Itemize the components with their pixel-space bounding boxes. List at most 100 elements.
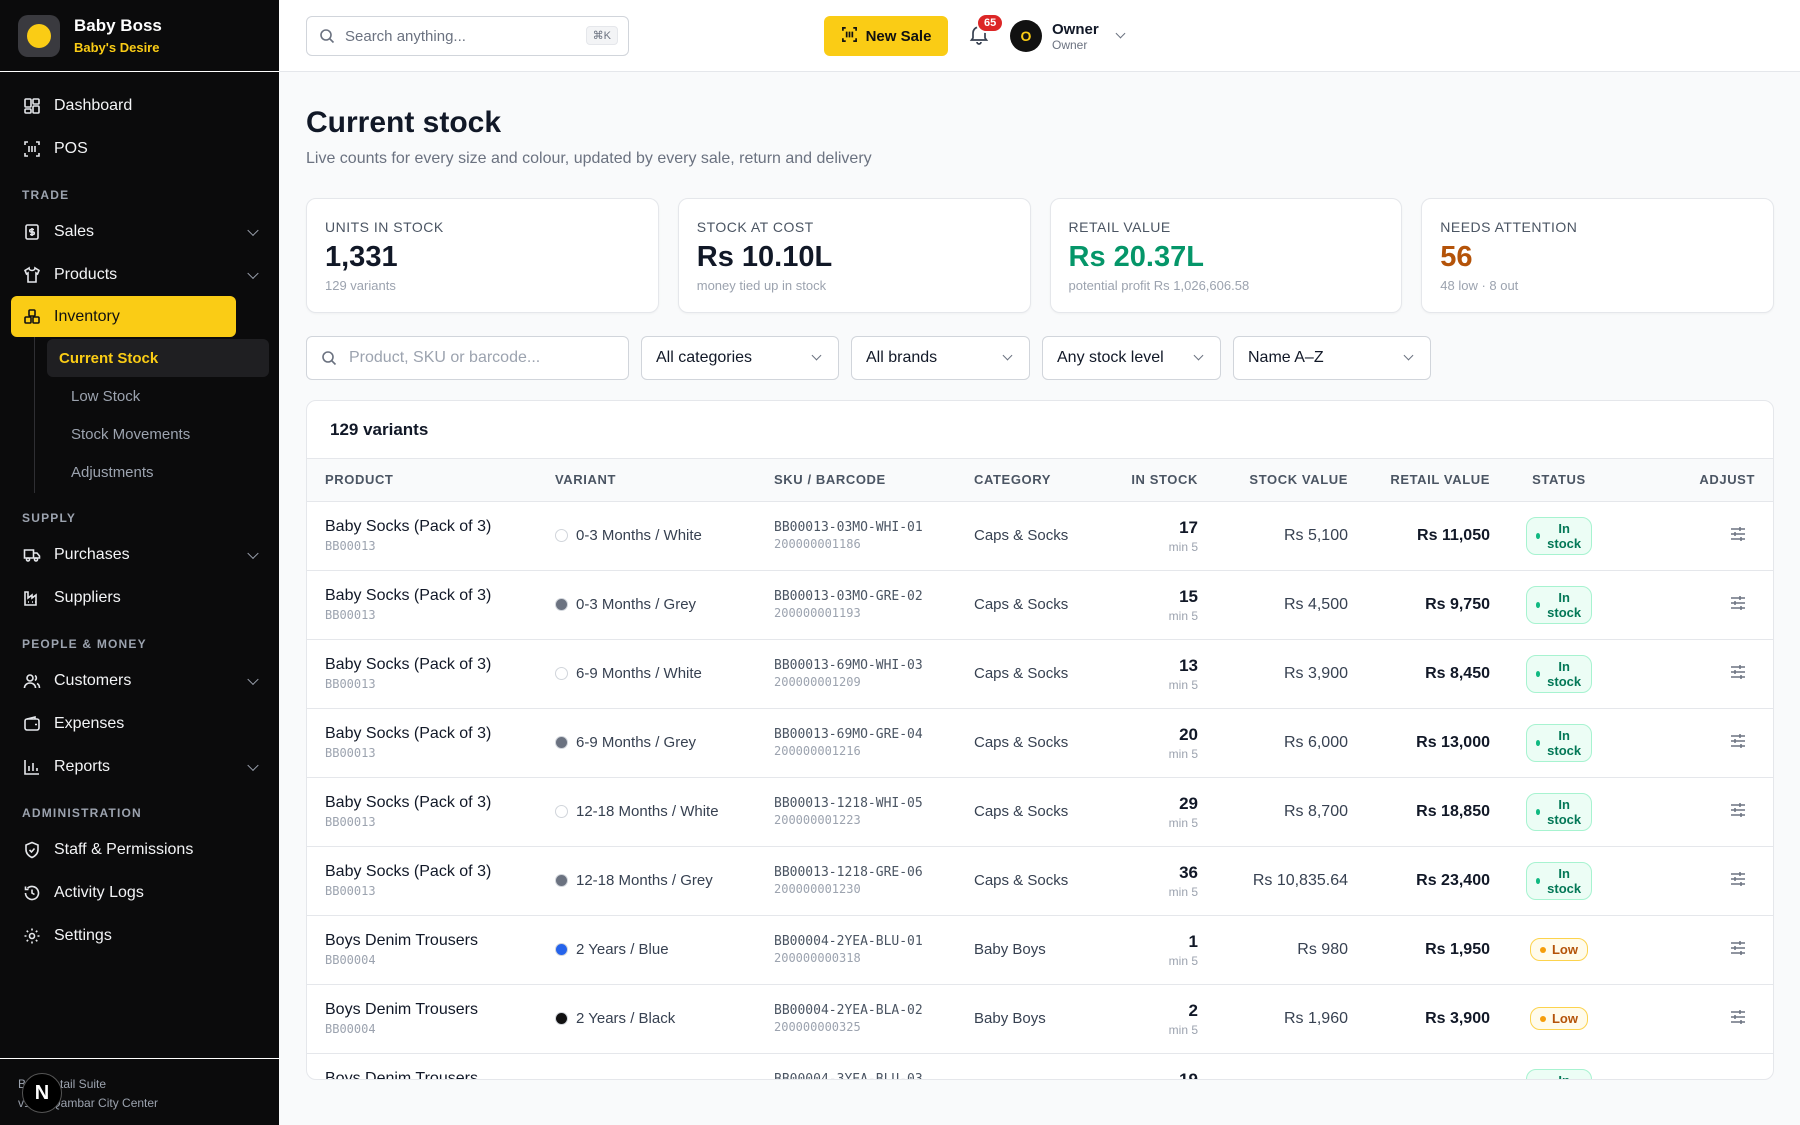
cell-category: Baby Boys: [956, 984, 1106, 1054]
product-name[interactable]: Baby Socks (Pack of 3): [325, 587, 492, 604]
sidebar-item-inventory[interactable]: Inventory: [11, 296, 236, 337]
sidebar-item-expenses[interactable]: Expenses: [0, 702, 279, 745]
global-search-input[interactable]: Search anything... ⌘K: [306, 16, 629, 56]
col-in-stock[interactable]: IN STOCK: [1106, 459, 1216, 502]
table-row[interactable]: Baby Socks (Pack of 3) BB00013 6-9 Months …: [307, 639, 1773, 709]
sidebar-subitem-current-stock[interactable]: Current Stock: [47, 339, 269, 377]
barcode-scan-icon: [841, 26, 858, 47]
sidebar-item-reports[interactable]: Reports: [0, 745, 279, 788]
col-stock-value[interactable]: STOCK VALUE: [1216, 459, 1366, 502]
status-badge: In stock: [1526, 723, 1592, 762]
adjust-sliders-icon[interactable]: [1729, 663, 1747, 681]
sidebar-item-customers[interactable]: Customers: [0, 659, 279, 702]
sidebar-item-dashboard[interactable]: Dashboard: [0, 84, 279, 127]
card-label: UNITS IN STOCK: [325, 219, 444, 235]
status-badge: In stock: [1526, 792, 1592, 831]
sidebar-subitem-adjustments[interactable]: Adjustments: [71, 463, 154, 481]
stock-qty: 20: [1179, 724, 1198, 744]
cell-stock-value: Rs 10,835.64: [1216, 846, 1366, 916]
summary-card-attention[interactable]: NEEDS ATTENTION 56 48 low · 8 out: [1421, 198, 1774, 313]
cell-product: Boys Denim Trousers BB00004: [307, 915, 537, 985]
adjust-sliders-icon[interactable]: [1729, 870, 1747, 888]
col-product[interactable]: PRODUCT: [307, 459, 537, 502]
col-sku[interactable]: SKU / BARCODE: [756, 459, 956, 502]
chevron-down-icon[interactable]: [247, 267, 259, 279]
sidebar-item-staff[interactable]: Staff & Permissions: [0, 828, 279, 871]
sidebar-item-purchases[interactable]: Purchases: [0, 533, 279, 576]
cell-retail-value: Rs 8,450: [1366, 639, 1508, 709]
color-swatch: [555, 1012, 568, 1025]
sidebar-item-pos[interactable]: POS: [0, 127, 279, 170]
col-category[interactable]: CATEGORY: [956, 459, 1106, 502]
chevron-down-icon: [1193, 350, 1204, 361]
cell-variant: 3 Years / Blue: [537, 1053, 756, 1079]
table-row[interactable]: Baby Socks (Pack of 3) BB00013 6-9 Months …: [307, 708, 1773, 778]
category-select[interactable]: All categories: [641, 336, 839, 380]
color-swatch: [555, 874, 568, 887]
card-label: STOCK AT COST: [696, 219, 814, 235]
sidebar-item-settings[interactable]: Settings: [0, 914, 279, 957]
table-row[interactable]: Boys Denim Trousers BB00004 2 Years / Blue…: [307, 915, 1773, 985]
product-name[interactable]: Baby Socks (Pack of 3): [325, 518, 492, 535]
card-note: potential profit Rs 1,026,606.58: [1068, 278, 1250, 293]
table-row[interactable]: Baby Socks (Pack of 3) BB00013 0-3 Months …: [307, 570, 1773, 640]
table-row[interactable]: Baby Socks (Pack of 3) BB00013 12-18 Month…: [307, 777, 1773, 847]
product-name[interactable]: Baby Socks (Pack of 3): [325, 863, 492, 880]
col-variant[interactable]: VARIANT: [537, 459, 756, 502]
history-icon: [22, 883, 42, 903]
sidebar-item-sales[interactable]: Sales: [0, 210, 279, 253]
card-note: money tied up in stock: [696, 278, 827, 293]
cell-product: Baby Socks (Pack of 3) BB00013: [307, 639, 537, 709]
adjust-sliders-icon[interactable]: [1729, 939, 1747, 957]
chevron-down-icon[interactable]: [247, 547, 259, 559]
status-badge: In stock: [1526, 1068, 1592, 1079]
status-badge: In stock: [1526, 861, 1592, 900]
status-label: Low: [1551, 942, 1578, 957]
chevron-down-icon[interactable]: [247, 673, 259, 685]
cell-stock-value: Rs 980: [1216, 915, 1366, 985]
sidebar-item-activity[interactable]: Activity Logs: [0, 871, 279, 914]
sidebar-subitem-stock-movements[interactable]: Stock Movements: [71, 425, 191, 443]
product-name[interactable]: Boys Denim Trousers: [325, 1070, 478, 1080]
search-shortcut: ⌘K: [585, 26, 618, 45]
table-row[interactable]: Baby Socks (Pack of 3) BB00013 0-3 Months …: [307, 501, 1773, 571]
col-adjust: ADJUST: [1609, 459, 1773, 502]
cell-in-stock: 1 min 5: [1106, 915, 1216, 985]
adjust-sliders-icon[interactable]: [1729, 1008, 1747, 1026]
cell-category: Caps & Socks: [956, 708, 1106, 778]
col-retail-value[interactable]: RETAIL VALUE: [1366, 459, 1508, 502]
status-dot-icon: [1536, 739, 1541, 746]
chevron-down-icon: [1115, 28, 1126, 38]
product-name[interactable]: Baby Socks (Pack of 3): [325, 725, 492, 742]
adjust-sliders-icon[interactable]: [1729, 732, 1747, 750]
sidebar-item-suppliers[interactable]: Suppliers: [0, 576, 279, 619]
table-row[interactable]: Baby Socks (Pack of 3) BB00013 12-18 Month…: [307, 846, 1773, 916]
user-menu[interactable]: O Owner Owner: [1010, 20, 1126, 52]
cell-variant: 2 Years / Black: [537, 984, 756, 1054]
product-search-input[interactable]: Product, SKU or barcode...: [306, 336, 629, 380]
product-name[interactable]: Baby Socks (Pack of 3): [325, 794, 492, 811]
stock-level-select[interactable]: Any stock level: [1042, 336, 1221, 380]
sidebar-label: Expenses: [54, 714, 125, 732]
product-name[interactable]: Boys Denim Trousers: [325, 932, 478, 949]
sidebar-subitem-low-stock[interactable]: Low Stock: [71, 387, 141, 405]
adjust-sliders-icon[interactable]: [1729, 525, 1747, 543]
adjust-sliders-icon[interactable]: [1729, 594, 1747, 612]
sort-select[interactable]: Name A–Z: [1233, 336, 1431, 380]
sidebar-item-products[interactable]: Products: [0, 253, 279, 296]
chevron-down-icon[interactable]: [247, 759, 259, 771]
dev-tools-badge[interactable]: N: [22, 1073, 62, 1113]
status-dot-icon: [1536, 532, 1541, 539]
brand[interactable]: Baby Boss Baby's Desire: [0, 0, 279, 72]
table-row[interactable]: Boys Denim Trousers BB00004 2 Years / Blac…: [307, 984, 1773, 1054]
product-name[interactable]: Baby Socks (Pack of 3): [325, 656, 492, 673]
chevron-down-icon[interactable]: [247, 224, 259, 236]
adjust-sliders-icon[interactable]: [1729, 1077, 1747, 1081]
product-name[interactable]: Boys Denim Trousers: [325, 1001, 478, 1018]
sidebar-footer: B ss Retail Suite v1.0 · Qambar City Cen…: [0, 1058, 279, 1125]
new-sale-button[interactable]: New Sale: [824, 16, 948, 56]
stock-min: min 5: [1168, 953, 1198, 968]
brand-select[interactable]: All brands: [851, 336, 1030, 380]
adjust-sliders-icon[interactable]: [1729, 801, 1747, 819]
